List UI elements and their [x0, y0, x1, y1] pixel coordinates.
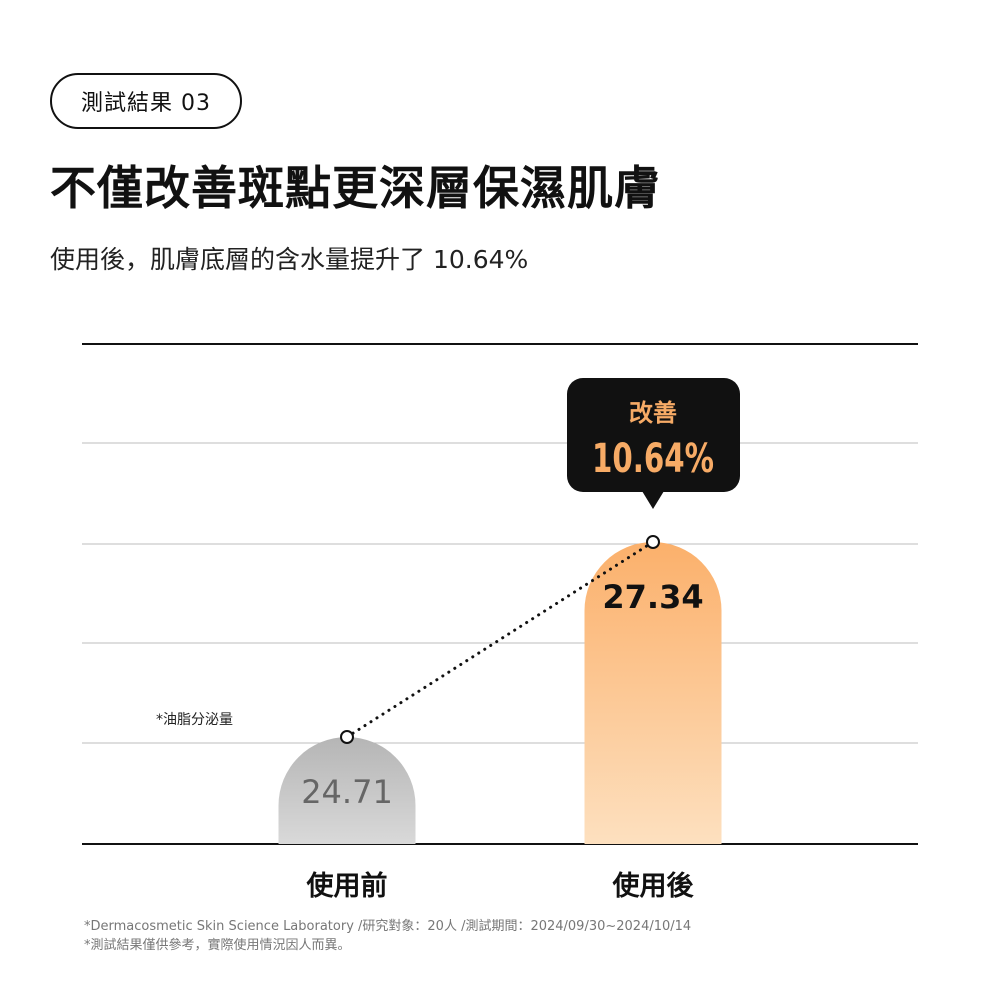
page-subtitle: 使用後，肌膚底層的含水量提升了 10.64% [50, 245, 529, 274]
chart-note: *油脂分泌量 [156, 712, 233, 728]
gridlines [82, 343, 918, 845]
footnotes: *Dermacosmetic Skin Science Laboratory /… [84, 917, 691, 955]
value-label-after: 27.34 [602, 578, 703, 616]
callout-value: 10.64% [592, 436, 714, 482]
result-badge-label: 測試結果 03 [81, 91, 211, 116]
bar-before [278, 737, 416, 844]
bars [278, 542, 722, 844]
callout-title: 改善 [629, 399, 677, 427]
point-marker-after [646, 535, 660, 549]
point-marker-before [340, 730, 354, 744]
callout-pointer [642, 491, 664, 509]
bar-after [584, 542, 722, 844]
category-label-before: 使用前 [306, 870, 388, 902]
improvement-callout: 改善 10.64% [567, 378, 740, 509]
trend-line [340, 535, 660, 744]
result-badge: 測試結果 03 [50, 73, 242, 129]
labels: 24.71 使用前 27.34 使用後 [301, 578, 703, 902]
callout-box [567, 378, 740, 492]
category-label-after: 使用後 [612, 871, 695, 902]
footnote-source: *Dermacosmetic Skin Science Laboratory /… [84, 919, 692, 934]
footnote-disclaimer: *測試結果僅供參考，實際使用情況因人而異。 [84, 938, 351, 953]
value-label-before: 24.71 [301, 773, 393, 811]
page-title: 不僅改善斑點更深層保濕肌膚 [50, 161, 661, 215]
